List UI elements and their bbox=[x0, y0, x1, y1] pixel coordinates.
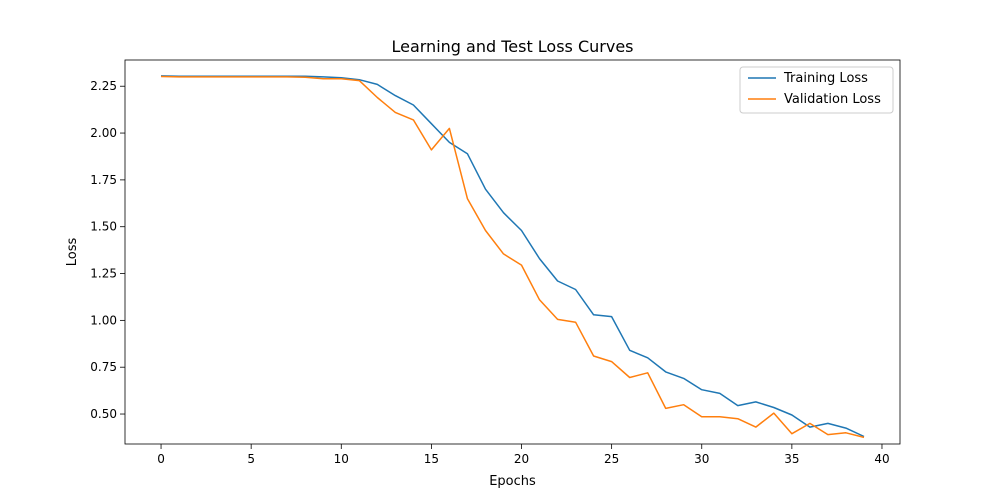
x-axis-label: Epochs bbox=[489, 474, 536, 489]
legend: Training Loss Validation Loss bbox=[739, 66, 894, 114]
y-tick-label: 0.75 bbox=[90, 360, 117, 374]
y-axis-label: Loss bbox=[65, 238, 80, 267]
y-axis: 0.50 0.75 1.00 1.25 1.50 1.75 2.00 2.25 bbox=[90, 79, 125, 421]
x-tick-label: 15 bbox=[424, 452, 439, 466]
y-tick-label: 2.25 bbox=[90, 79, 117, 93]
x-tick-label: 25 bbox=[604, 452, 619, 466]
y-tick-label: 1.75 bbox=[90, 173, 117, 187]
y-tick-label: 2.00 bbox=[90, 126, 117, 140]
chart-title: Learning and Test Loss Curves bbox=[391, 37, 633, 56]
x-tick-label: 20 bbox=[514, 452, 529, 466]
y-tick-label: 0.50 bbox=[90, 407, 117, 421]
series-line-0 bbox=[160, 75, 865, 438]
x-tick-label: 5 bbox=[247, 452, 255, 466]
series-line-1 bbox=[160, 75, 865, 439]
y-tick-label: 1.00 bbox=[90, 313, 117, 327]
legend-box bbox=[739, 66, 894, 114]
plot-area bbox=[124, 59, 901, 445]
y-tick-label: 1.50 bbox=[90, 220, 117, 234]
x-tick-label: 30 bbox=[694, 452, 709, 466]
x-tick-label: 35 bbox=[784, 452, 799, 466]
x-tick-label: 40 bbox=[874, 452, 889, 466]
y-tick-label: 1.25 bbox=[90, 267, 117, 281]
x-tick-label: 0 bbox=[157, 452, 165, 466]
x-tick-label: 10 bbox=[334, 452, 349, 466]
x-axis: 0 5 10 15 20 25 30 35 40 bbox=[157, 444, 890, 466]
plot-frame bbox=[124, 59, 901, 445]
legend-label-0: Training Loss bbox=[783, 71, 868, 86]
legend-label-1: Validation Loss bbox=[784, 92, 881, 107]
